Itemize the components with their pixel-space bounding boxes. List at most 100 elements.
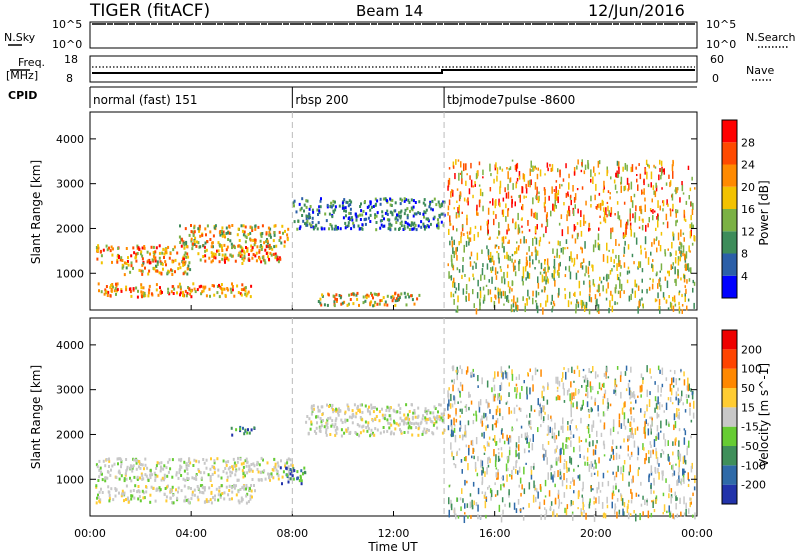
data-cell-sparse [472,185,475,188]
data-cell-sparse [612,485,615,490]
data-cell-sparse [539,236,542,242]
data-cell-sparse [497,455,500,462]
data-cell [227,238,230,241]
data-cell [170,490,173,493]
data-cell-sparse [566,246,569,250]
data-cell [97,282,100,286]
data-cell-sparse [522,515,525,521]
data-cell-sparse [511,258,513,263]
data-cell [412,205,415,209]
data-cell [247,468,250,472]
data-cell [97,479,100,482]
data-cell-sparse [658,402,661,410]
data-cell-sparse [500,484,502,491]
data-cell-sparse [621,411,624,415]
data-cell-sparse [609,300,611,308]
data-cell-sparse [495,275,498,280]
data-cell-sparse [553,255,556,259]
data-cell [214,498,216,502]
data-cell-sparse [467,420,470,426]
data-cell [218,283,220,287]
data-cell-sparse [615,471,618,478]
data-cell-sparse [475,173,478,180]
data-cell-sparse [493,301,496,308]
data-cell [273,457,276,461]
data-cell-sparse [671,402,674,405]
data-cell-sparse [454,396,456,405]
data-cell-sparse [676,209,679,214]
data-cell-sparse [543,187,546,191]
data-cell-sparse [520,433,523,438]
data-cell-sparse [618,166,620,174]
data-cell [403,291,406,295]
data-cell-sparse [685,251,688,259]
data-cell-sparse [450,503,453,511]
data-cell-sparse [452,225,454,231]
data-cell-sparse [608,249,610,252]
data-cell [190,487,192,490]
data-cell [158,486,161,490]
data-cell [287,476,290,480]
data-cell-sparse [505,216,507,222]
data-cell-sparse [489,201,491,204]
data-cell-sparse [499,288,501,296]
data-cell [438,204,441,208]
data-cell [170,268,172,272]
data-cell-sparse [654,190,657,198]
data-cell [182,294,184,297]
data-cell-sparse [590,407,593,413]
data-cell [129,476,131,480]
data-cell-sparse [682,468,684,476]
data-cell-sparse [565,239,568,244]
data-cell-sparse [631,288,634,294]
data-cell [398,214,401,218]
data-cell-sparse [570,400,572,408]
data-cell-sparse [470,400,473,405]
data-cell [258,463,261,467]
data-cell-sparse [523,488,526,495]
data-cell [172,285,175,289]
data-cell-sparse [635,283,638,288]
data-cell [153,471,156,475]
data-cell [330,406,333,410]
data-cell [223,497,226,501]
data-cell [258,250,261,254]
data-cell [318,209,321,213]
data-cell-sparse [453,395,455,401]
data-cell-sparse [592,264,594,272]
data-cell [119,258,122,262]
data-cell-sparse [519,407,522,412]
data-cell-sparse [533,409,536,413]
data-cell-sparse [603,382,605,388]
data-cell-sparse [497,287,499,295]
data-cell [231,490,234,494]
data-cell-sparse [467,463,469,471]
data-cell-sparse [684,285,686,288]
data-cell [201,484,204,488]
data-cell [138,495,141,499]
data-cell-sparse [555,457,558,462]
data-cell-sparse [522,266,525,273]
data-cell [443,408,446,412]
data-cell-sparse [448,387,450,391]
data-cell [174,270,176,274]
data-cell [177,486,180,490]
data-cell-sparse [506,372,509,380]
data-cell-sparse [665,182,668,186]
data-cell-sparse [490,270,493,274]
data-cell [264,477,267,481]
data-cell [241,257,244,261]
data-cell-sparse [591,424,593,433]
data-cell-sparse [547,425,550,432]
data-cell [298,202,301,206]
data-cell-sparse [631,164,634,172]
data-cell [355,215,358,219]
data-cell-sparse [515,508,518,514]
data-cell [167,245,170,249]
data-cell [302,219,305,223]
data-cell-sparse [675,278,677,287]
data-cell-sparse [650,450,652,458]
data-cell [245,236,248,239]
data-cell [127,263,130,267]
data-cell-sparse [562,425,564,433]
